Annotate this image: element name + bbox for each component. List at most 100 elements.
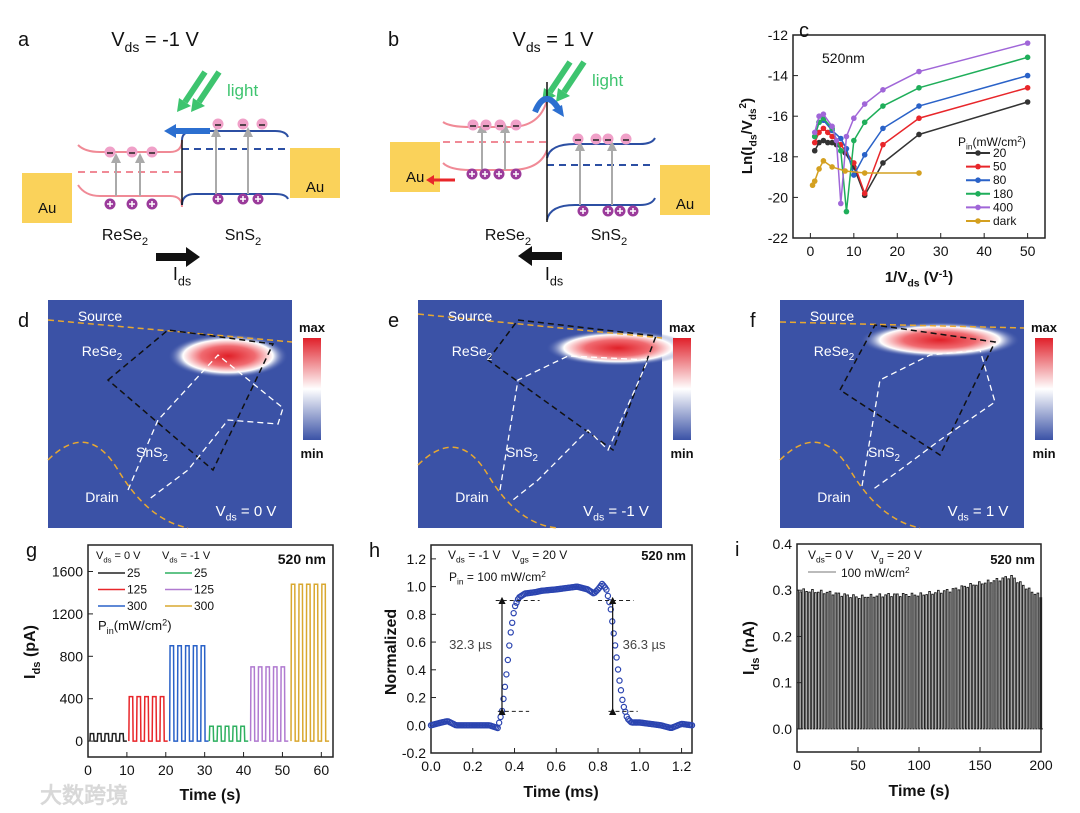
data-point-dark (829, 164, 835, 170)
panel-label-h: h (369, 540, 380, 562)
y-tick-label: 800 (60, 648, 84, 664)
legend-label-80: 80 (993, 173, 1007, 187)
x-tick-label: 0.8 (588, 758, 608, 774)
tunneling-arrow (532, 96, 561, 114)
condition-vg: Vg = 20 V (871, 548, 922, 565)
au-contact-right (660, 165, 710, 215)
colorbar-min-label: min (300, 446, 323, 461)
data-point (503, 671, 510, 678)
data-point (510, 609, 517, 617)
y-axis-label: Ids (pA) (22, 625, 43, 679)
rese2-flake-outline (486, 319, 658, 452)
colorbar (673, 338, 691, 440)
y-tick-label: 0.2 (773, 628, 793, 644)
electron-icon (126, 146, 138, 158)
material-label-sns2: SnS2 (591, 227, 627, 248)
y-tick-label: 400 (60, 691, 84, 707)
light-arrowhead-icon (177, 98, 191, 112)
fall-time-label: 36.3 µs (623, 637, 666, 652)
light-arrowhead-icon (191, 98, 205, 112)
y-tick-label: 0.8 (407, 606, 427, 622)
y-tick-label: 0.6 (407, 634, 427, 650)
plus-sign (617, 208, 623, 214)
legend-label: 125 (194, 583, 214, 597)
panel-label-a: a (18, 29, 30, 51)
y-tick-label: 1.2 (407, 551, 427, 567)
x-tick-label: 200 (1029, 757, 1053, 773)
au-contact-left (22, 173, 72, 223)
colorbar-min-label: min (1032, 446, 1055, 461)
data-point-20 (916, 131, 922, 138)
legend-marker (975, 163, 981, 170)
electron-icon (237, 118, 249, 130)
data-point-80 (916, 103, 922, 109)
rese2-band-1 (442, 149, 548, 171)
source-label: Source (810, 308, 855, 324)
sns2-label: SnS2 (868, 444, 900, 464)
bias-label: Vds = 1 V (948, 503, 1009, 524)
data-point (619, 696, 626, 704)
condition-vgs: Vgs = 20 V (512, 548, 567, 565)
au-label-left: Au (406, 169, 424, 186)
data-point (501, 683, 509, 691)
source-label: Source (448, 308, 493, 324)
data-point-400 (816, 113, 822, 119)
y-tick-label: 0.2 (407, 690, 427, 706)
source-electrode-edge (779, 321, 1025, 329)
data-point-400 (916, 68, 922, 75)
chart-c: 0 10 20 30 40 50 -22 -20 -18 -16 -14 -12 c 520nm Pin(m… (738, 20, 1046, 290)
x-axis-label: Time (s) (888, 783, 949, 800)
electron-icon (620, 133, 632, 145)
data-point (513, 599, 520, 606)
data-point-180 (1024, 54, 1031, 61)
panel-label-g: g (26, 540, 37, 562)
legend-marker (975, 177, 981, 183)
y-tick-label: 0.1 (773, 675, 793, 691)
x-tick-label: 10 (846, 243, 862, 259)
chart-i: 0 50 100 150 200 0.0 0.1 0.2 0.3 0.4 i Vds= 0 V Vg =… (735, 536, 1053, 800)
sns2-band-0 (181, 130, 289, 141)
condition-vds: Vds = -1 V (448, 548, 501, 565)
light-ray-0 (547, 60, 573, 94)
x-tick-label: 0.4 (505, 758, 525, 774)
au-contact-right (290, 148, 340, 198)
sns2-flake-outline (127, 354, 284, 501)
colorbar-max-label: max (1031, 320, 1058, 335)
sns2-label: SnS2 (506, 444, 538, 464)
legend-title: Pin(mW/cm2) (98, 617, 172, 635)
arrowhead-icon (426, 175, 434, 185)
legend-label-400: 400 (993, 200, 1013, 214)
legend-marker (975, 204, 981, 211)
data-point-400 (851, 115, 857, 122)
legend-header-0v: Vds = 0 V (96, 550, 141, 564)
condition-pin: Pin = 100 mW/cm2​ (449, 569, 546, 587)
x-tick-label: 60 (314, 762, 330, 778)
electron-icon (104, 146, 116, 158)
x-tick-label: 0.6 (547, 758, 567, 774)
x-tick-label: 0.2 (463, 758, 483, 774)
rese2-label: ReSe2 (82, 343, 122, 363)
data-point-80 (837, 135, 844, 142)
wavelength-annotation: 520 nm (278, 551, 326, 567)
x-tick-label: 0.0 (421, 758, 441, 774)
plus-sign (513, 171, 519, 177)
current-arrow-icon (518, 246, 562, 266)
data-point-20 (880, 160, 886, 166)
legend-label-180: 180 (993, 187, 1013, 201)
x-tick-label: 1.0 (630, 758, 650, 774)
data-point (507, 629, 514, 636)
colorbar (303, 338, 321, 440)
wavelength-annotation: 520 nm (641, 548, 686, 563)
electron-icon (146, 146, 158, 158)
sns2-band-1 (546, 197, 656, 221)
light-label: light (592, 71, 623, 90)
plus-sign (482, 171, 488, 177)
plus-sign (469, 171, 475, 177)
data-point-50 (851, 160, 857, 166)
scanning-photocurrent-map-d: d Source ReSe2 SnS2 Drain Vds = 0 V max min (18, 300, 326, 529)
electron-icon (256, 118, 268, 130)
data-point (506, 642, 513, 649)
legend-label-dark: dark (993, 214, 1017, 228)
data-point-dark (816, 166, 822, 172)
bias-label: Vds = -1 V (583, 503, 649, 524)
